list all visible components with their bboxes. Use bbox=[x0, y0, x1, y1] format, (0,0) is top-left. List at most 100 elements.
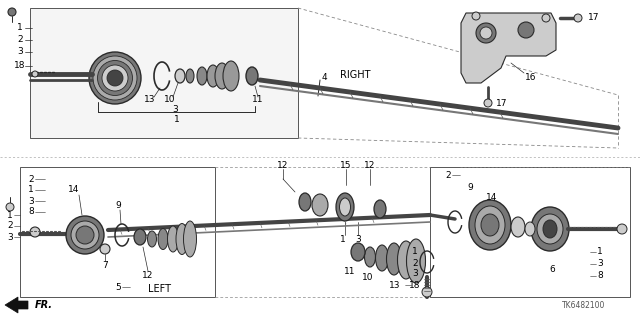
Text: 3: 3 bbox=[412, 270, 418, 278]
Bar bbox=[0, 0, 640, 157]
Ellipse shape bbox=[481, 214, 499, 236]
Ellipse shape bbox=[175, 69, 185, 83]
Circle shape bbox=[518, 22, 534, 38]
Circle shape bbox=[32, 71, 38, 77]
Ellipse shape bbox=[537, 214, 563, 244]
Text: 14: 14 bbox=[68, 186, 80, 195]
Text: 3: 3 bbox=[7, 233, 13, 241]
Text: 3: 3 bbox=[172, 106, 178, 115]
Text: 2: 2 bbox=[17, 35, 23, 44]
Ellipse shape bbox=[475, 206, 505, 244]
Text: 4: 4 bbox=[322, 72, 328, 81]
Text: 2: 2 bbox=[7, 221, 13, 231]
Text: 8: 8 bbox=[28, 207, 34, 217]
Circle shape bbox=[8, 8, 16, 16]
Text: 17: 17 bbox=[588, 13, 600, 23]
Text: 10: 10 bbox=[362, 272, 374, 281]
Ellipse shape bbox=[525, 222, 535, 236]
Text: 1: 1 bbox=[174, 115, 180, 123]
Text: 15: 15 bbox=[340, 160, 352, 169]
Ellipse shape bbox=[207, 65, 219, 87]
Bar bbox=[20, 167, 215, 297]
Text: 7: 7 bbox=[102, 261, 108, 270]
Ellipse shape bbox=[511, 217, 525, 237]
Text: 9: 9 bbox=[467, 182, 473, 191]
Text: 2: 2 bbox=[28, 174, 34, 183]
Ellipse shape bbox=[374, 200, 386, 218]
Text: 11: 11 bbox=[252, 95, 264, 105]
Ellipse shape bbox=[197, 67, 207, 85]
Text: 1: 1 bbox=[7, 211, 13, 219]
Ellipse shape bbox=[134, 229, 146, 245]
Ellipse shape bbox=[223, 61, 239, 91]
Text: 3: 3 bbox=[17, 48, 23, 56]
Ellipse shape bbox=[469, 200, 511, 250]
Ellipse shape bbox=[107, 70, 123, 86]
Text: 9: 9 bbox=[115, 201, 121, 210]
Ellipse shape bbox=[365, 247, 376, 267]
Text: 3: 3 bbox=[355, 234, 361, 243]
Text: 14: 14 bbox=[486, 192, 498, 202]
Text: 1: 1 bbox=[340, 234, 346, 243]
Ellipse shape bbox=[176, 224, 188, 255]
Text: 13: 13 bbox=[389, 280, 401, 290]
Text: 1: 1 bbox=[597, 248, 603, 256]
Text: 18: 18 bbox=[14, 62, 26, 70]
Text: 17: 17 bbox=[496, 99, 508, 108]
Polygon shape bbox=[5, 297, 28, 313]
Ellipse shape bbox=[215, 63, 229, 89]
Circle shape bbox=[476, 23, 496, 43]
Text: LEFT: LEFT bbox=[148, 284, 171, 294]
Text: 6: 6 bbox=[549, 264, 555, 273]
Circle shape bbox=[542, 14, 550, 22]
Ellipse shape bbox=[97, 61, 132, 95]
Ellipse shape bbox=[76, 226, 94, 244]
Text: 18: 18 bbox=[409, 280, 420, 290]
Circle shape bbox=[480, 27, 492, 39]
Circle shape bbox=[30, 227, 40, 237]
Ellipse shape bbox=[351, 243, 365, 261]
Text: 16: 16 bbox=[525, 73, 537, 83]
Text: 8: 8 bbox=[597, 271, 603, 280]
Ellipse shape bbox=[387, 243, 401, 275]
Ellipse shape bbox=[336, 193, 354, 221]
Ellipse shape bbox=[102, 65, 128, 91]
Text: 1: 1 bbox=[17, 24, 23, 33]
Text: TK6482100: TK6482100 bbox=[562, 300, 605, 309]
Ellipse shape bbox=[71, 221, 99, 249]
Text: 1: 1 bbox=[412, 248, 418, 256]
Text: 13: 13 bbox=[144, 95, 156, 105]
Circle shape bbox=[574, 14, 582, 22]
Ellipse shape bbox=[376, 245, 388, 271]
Text: 2: 2 bbox=[445, 170, 451, 180]
Ellipse shape bbox=[66, 216, 104, 254]
Ellipse shape bbox=[93, 56, 137, 100]
Ellipse shape bbox=[312, 194, 328, 216]
Ellipse shape bbox=[406, 239, 426, 283]
Ellipse shape bbox=[531, 207, 569, 251]
Text: 12: 12 bbox=[277, 160, 289, 169]
Ellipse shape bbox=[158, 228, 168, 249]
Bar bbox=[0, 157, 640, 319]
Polygon shape bbox=[461, 13, 556, 83]
Ellipse shape bbox=[186, 69, 194, 83]
Circle shape bbox=[484, 99, 492, 107]
Text: 2: 2 bbox=[412, 258, 418, 268]
Ellipse shape bbox=[246, 67, 258, 85]
Circle shape bbox=[6, 203, 14, 211]
Ellipse shape bbox=[299, 193, 311, 211]
Bar bbox=[430, 167, 630, 297]
Text: 1: 1 bbox=[28, 186, 34, 195]
Ellipse shape bbox=[339, 198, 351, 216]
Ellipse shape bbox=[168, 226, 179, 252]
Ellipse shape bbox=[184, 221, 196, 257]
Circle shape bbox=[422, 287, 432, 297]
Ellipse shape bbox=[89, 52, 141, 104]
Text: 11: 11 bbox=[344, 268, 356, 277]
Text: 12: 12 bbox=[142, 271, 154, 279]
Ellipse shape bbox=[543, 220, 557, 238]
Text: FR.: FR. bbox=[35, 300, 53, 310]
Text: 12: 12 bbox=[364, 160, 376, 169]
Circle shape bbox=[472, 12, 480, 20]
Circle shape bbox=[617, 224, 627, 234]
